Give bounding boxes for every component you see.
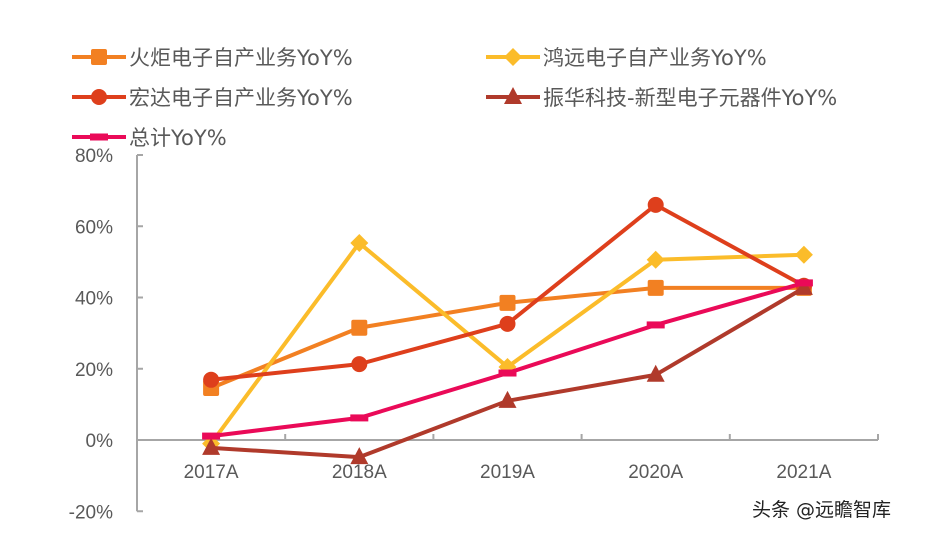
y-tick-label: -20% <box>69 502 113 523</box>
data-point-triangle-marker <box>202 437 221 455</box>
data-point-dash-marker <box>794 279 813 287</box>
legend-label: 振华科技-新型电子元器件YoY% <box>543 86 837 110</box>
x-tick-label: 2017A <box>184 462 239 483</box>
data-point-triangle-marker <box>498 390 517 408</box>
data-point-triangle-marker <box>646 364 665 382</box>
legend-label: 总计YoY% <box>129 126 227 150</box>
legend-square-marker <box>91 49 107 65</box>
series-1 <box>202 233 813 453</box>
y-tick-label: 80% <box>75 146 113 167</box>
y-tick-label: 20% <box>75 360 113 381</box>
series-line <box>209 240 804 445</box>
axes: -20% 0% 20% 40% 60% 80% 2017A 2018A 2019A 2020A 20… <box>69 146 879 523</box>
data-point-circle-marker <box>351 356 368 373</box>
data-point-square-marker <box>351 319 368 336</box>
legend-diamond-marker <box>504 48 522 66</box>
legend-item: 振华科技-新型电子元器件YoY% <box>486 86 837 110</box>
data-point-diamond-marker <box>350 233 369 252</box>
data-point-square-marker <box>499 294 516 311</box>
watermark: 头条 @远瞻智库 <box>752 499 892 521</box>
data-point-dash-marker <box>646 321 665 329</box>
data-point-square-marker <box>647 279 664 296</box>
legend-label: 鸿远电子自产业务YoY% <box>543 46 767 70</box>
legend-dash-marker <box>90 133 108 141</box>
data-point-circle-marker <box>499 315 516 332</box>
legend-item: 火炬电子自产业务YoY% <box>72 46 353 70</box>
legend: 火炬电子自产业务YoY% 鸿远电子自产业务YoY% 宏达电子自产业务YoY% 振华科技… <box>72 46 837 150</box>
legend-item: 鸿远电子自产业务YoY% <box>486 46 767 70</box>
legend-circle-marker <box>91 89 107 105</box>
x-tick-label: 2018A <box>332 462 387 483</box>
data-point-triangle-marker <box>350 447 369 465</box>
y-tick-label: 40% <box>75 289 113 310</box>
data-point-circle-marker <box>647 196 664 213</box>
legend-label: 宏达电子自产业务YoY% <box>129 86 353 110</box>
legend-item: 总计YoY% <box>72 126 227 150</box>
data-point-diamond-marker <box>794 245 813 264</box>
series-3 <box>202 277 813 465</box>
series-4 <box>202 279 813 440</box>
data-point-dash-marker <box>350 414 369 422</box>
y-tick-label: 60% <box>75 217 113 238</box>
data-point-dash-marker <box>202 432 221 440</box>
data-point-circle-marker <box>203 371 220 388</box>
x-tick-label: 2019A <box>480 462 535 483</box>
data-point-diamond-marker <box>646 250 665 269</box>
legend-triangle-marker <box>504 87 522 104</box>
y-tick-label: 0% <box>86 431 114 452</box>
legend-label: 火炬电子自产业务YoY% <box>129 46 353 70</box>
series-lines <box>202 196 813 465</box>
data-point-dash-marker <box>498 369 517 377</box>
legend-item: 宏达电子自产业务YoY% <box>72 86 353 110</box>
x-tick-label: 2021A <box>776 462 831 483</box>
x-tick-label: 2020A <box>628 462 683 483</box>
